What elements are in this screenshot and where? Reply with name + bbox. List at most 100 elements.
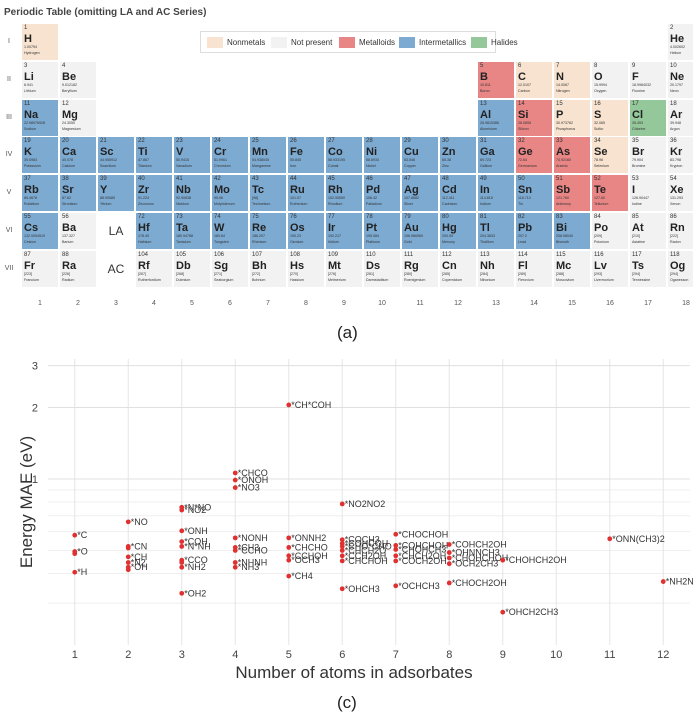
element-mass: 58.933195 (328, 158, 345, 163)
element-symbol: Cr (214, 146, 227, 159)
element-cell-sg: 106 Sg [271] Seaborgium (212, 250, 248, 287)
point-label: *CH (131, 552, 148, 562)
element-symbol: Zn (442, 146, 456, 159)
element-mass: 107.8682 (404, 196, 419, 201)
element-name: Iron (290, 164, 297, 169)
element-number: 32 (518, 138, 525, 145)
point-label: *CHCO (238, 468, 268, 478)
legend-label: Metalloids (359, 38, 396, 47)
element-mass: 18.9984032 (632, 82, 651, 87)
element-mass: 126.90447 (632, 196, 649, 201)
element-symbol: Si (518, 108, 529, 121)
element-cell-pt: 78 Pt 195.084 Platinum (364, 213, 400, 249)
data-point (339, 553, 345, 559)
element-name: Beryllium (62, 88, 77, 93)
element-number: 88 (62, 251, 69, 258)
x-tick-label: 11 (604, 649, 615, 661)
point-label: *CH3 (238, 542, 260, 552)
y-tick-label: 1 (32, 474, 38, 486)
element-symbol: Bi (556, 222, 567, 234)
element-name: Iodine (632, 202, 642, 207)
element-number: 113 (480, 251, 490, 258)
element-cell-mt: 109 Mt [276] Meitnerium (326, 250, 362, 287)
element-symbol: Br (632, 146, 645, 159)
element-cell-as: 33 As 74.92160 Arsenic (554, 137, 590, 174)
element-cell-lv: 116 Lv [293] Livermorium (592, 250, 628, 287)
element-number: 4 (62, 62, 66, 69)
data-point (232, 485, 238, 490)
element-mass: 132.9054519 (24, 234, 45, 238)
element-number: 112 (442, 251, 452, 258)
element-mass: 58.6934 (366, 158, 379, 163)
element-symbol: Mo (214, 184, 230, 197)
element-name: Nihonium (480, 277, 496, 282)
element-cell-db: 105 Db [268] Dubnium (174, 250, 210, 287)
element-symbol: Hf (138, 222, 150, 234)
element-mass: [210] (632, 234, 640, 238)
element-name: Strontium (62, 202, 78, 207)
element-symbol: Cn (442, 259, 457, 272)
element-cell-nb: 41 Nb 92.90638 Niobium (174, 175, 210, 212)
element-number: 114 (518, 251, 528, 258)
element-name: Silver (404, 202, 413, 207)
element-cell-mc: 115 Mc [288] Moscovium (554, 250, 590, 287)
element-mass: 180.94788 (176, 234, 193, 238)
element-number: 87 (24, 251, 31, 258)
element-mass: 200.59 (442, 234, 453, 238)
data-point (339, 501, 345, 507)
element-name: Niobium (176, 202, 190, 207)
element-name: Bromine (632, 164, 646, 169)
element-symbol: S (594, 108, 602, 121)
data-point (393, 531, 399, 537)
element-mass: 91.224 (138, 196, 149, 201)
element-symbol: Ba (62, 222, 77, 234)
element-mass: 204.3833 (480, 234, 495, 238)
point-label: *N2 (131, 558, 146, 568)
element-symbol: Ar (670, 108, 683, 121)
group-label: 15 (568, 300, 576, 307)
point-label: *NHNH (238, 558, 268, 568)
point-label: *C (77, 530, 88, 540)
point-label: *CHCH2O (345, 545, 387, 555)
element-name: Aluminium (480, 126, 497, 131)
element-number: 30 (442, 138, 449, 145)
element-mass: [222] (670, 234, 678, 238)
element-cell-c: 6 C 12.0107 Carbon (516, 61, 552, 98)
element-number: 47 (404, 176, 411, 183)
element-name: Rhenium (252, 240, 267, 244)
point-label: *NH2N(CH3)2 (666, 577, 693, 587)
point-label: *COCH3 (345, 535, 380, 545)
element-symbol: Mn (252, 146, 268, 159)
element-symbol: Ta (176, 222, 189, 234)
point-label: *CCHOH (291, 551, 328, 561)
element-cell-ca: 20 Ca 40.078 Calcium (60, 137, 96, 174)
data-point (72, 569, 78, 575)
element-symbol: Fe (290, 146, 303, 159)
element-symbol: Ni (366, 146, 377, 159)
element-mass: [268] (176, 271, 184, 276)
element-mass: 106.42 (366, 196, 377, 201)
element-cell-ta: 73 Ta 180.94788 Tantalum (174, 213, 210, 249)
group-label: 4 (152, 300, 156, 307)
element-mass: 83.798 (670, 158, 681, 163)
element-name: Thallium (480, 240, 494, 244)
data-point (339, 548, 345, 553)
element-cell-ru: 44 Ru 101.07 Ruthenium (288, 175, 324, 212)
element-symbol: Rh (328, 184, 343, 197)
data-point (179, 507, 185, 513)
data-point (446, 550, 452, 555)
element-mass: 6.941 (24, 82, 33, 87)
element-cell-og: 118 Og [294] Oganesson (668, 250, 693, 287)
element-mass: 14.0067 (556, 82, 569, 87)
element-mass: 55.845 (290, 158, 301, 163)
element-number: 29 (404, 138, 411, 145)
element-mass: 178.49 (138, 234, 149, 238)
point-label: *CHOHCH2OH (505, 555, 567, 565)
element-symbol: Cu (404, 146, 419, 159)
element-cell-ir: 77 Ir 192.217 Iridium (326, 213, 362, 249)
element-cell-fl: 114 Fl [289] Flerovium (516, 250, 552, 287)
period-label: VII (4, 264, 14, 272)
element-number: 108 (290, 251, 301, 258)
x-tick-label: 4 (232, 649, 238, 661)
element-symbol: Y (100, 184, 108, 197)
